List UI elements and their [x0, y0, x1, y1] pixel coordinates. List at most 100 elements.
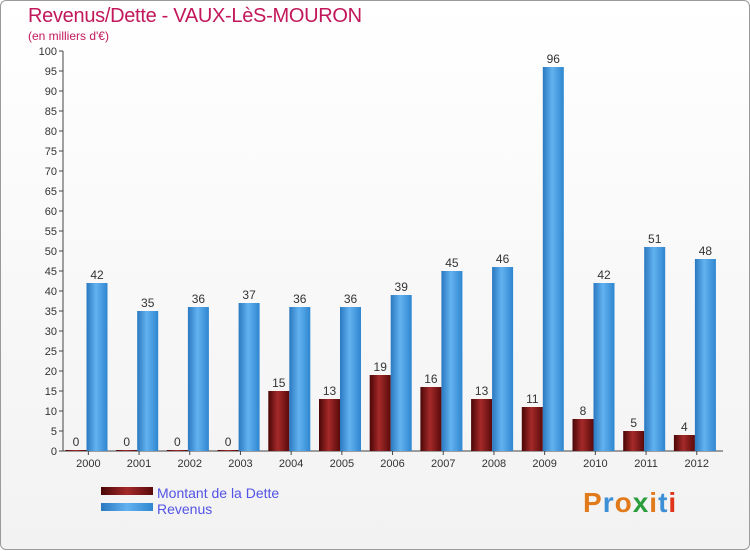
bars	[65, 67, 716, 451]
revenue-bar	[86, 283, 108, 451]
y-tick-label: 35	[45, 306, 57, 318]
debt-bar	[116, 450, 138, 451]
y-tick-label: 5	[51, 426, 57, 438]
debt-bar	[673, 435, 695, 451]
y-tick-label: 20	[45, 366, 57, 378]
debt-bar	[268, 391, 290, 451]
y-tick-label: 40	[45, 286, 57, 298]
y-tick-label: 70	[45, 166, 57, 178]
chart-title: Revenus/Dette - VAUX-LèS-MOURON	[28, 5, 362, 27]
y-tick-label: 30	[45, 326, 57, 338]
x-tick-label: 2009	[532, 458, 556, 470]
legend-swatch-revenue	[101, 503, 153, 511]
x-tick-label: 2010	[583, 458, 607, 470]
logo-letter: o	[614, 487, 633, 518]
y-tick-label: 15	[45, 386, 57, 398]
y-tick-label: 45	[45, 266, 57, 278]
x-tick-label: 2001	[127, 458, 151, 470]
logo-letter: i	[668, 487, 678, 518]
logo-letter: i	[649, 487, 659, 518]
y-tick-label: 65	[45, 186, 57, 198]
revenue-bar	[542, 67, 564, 451]
revenue-bar	[694, 259, 716, 451]
y-tick-label: 75	[45, 146, 57, 158]
revenue-bar	[340, 307, 361, 451]
revenue-value-label: 96	[547, 52, 561, 66]
logo-letter: r	[602, 487, 615, 518]
debt-value-label: 15	[272, 376, 286, 390]
debt-value-label: 19	[374, 360, 388, 374]
x-tick-label: 2008	[482, 458, 506, 470]
debt-bar	[623, 431, 645, 451]
debt-bar	[369, 375, 391, 451]
revenue-bar	[644, 247, 666, 451]
y-tick-label: 10	[45, 406, 57, 418]
y-tick-label: 90	[45, 86, 57, 98]
logo-letter: P	[583, 487, 603, 518]
x-tick-label: 2000	[76, 458, 100, 470]
debt-value-label: 5	[630, 416, 637, 430]
debt-value-label: 0	[73, 435, 80, 449]
debt-value-label: 8	[580, 404, 587, 418]
x-tick-label: 2003	[228, 458, 252, 470]
y-tick-label: 50	[45, 246, 57, 258]
x-tick-label: 2011	[634, 458, 658, 470]
y-tick-label: 100	[39, 46, 57, 58]
y-tick-label: 25	[45, 346, 57, 358]
revenue-value-label: 39	[395, 280, 409, 294]
legend-swatch-debt	[101, 487, 153, 495]
debt-value-label: 0	[225, 435, 232, 449]
debt-bar	[572, 419, 594, 451]
y-tick-label: 95	[45, 66, 57, 78]
x-tick-label: 2007	[431, 458, 455, 470]
debt-value-label: 11	[526, 392, 539, 406]
revenue-bar	[492, 267, 514, 451]
revenue-bar	[187, 307, 209, 451]
revenue-bar	[390, 295, 412, 451]
debt-bar	[420, 387, 442, 451]
debt-value-label: 13	[323, 384, 337, 398]
legend-label-debt: Montant de la Dette	[157, 485, 280, 501]
proxiti-logo: Proxiti	[583, 487, 677, 519]
y-tick-label: 85	[45, 106, 57, 118]
x-tick-label: 2006	[380, 458, 404, 470]
x-tick-label: 2004	[279, 458, 303, 470]
revenue-bar	[289, 307, 311, 451]
revenue-bar	[593, 283, 615, 451]
debt-bar	[471, 399, 493, 451]
debt-value-label: 13	[475, 384, 489, 398]
revenue-value-label: 37	[242, 288, 256, 302]
debt-bar	[521, 407, 543, 451]
debt-bar	[319, 399, 340, 451]
debt-bar	[217, 450, 239, 451]
revenue-value-label: 46	[496, 252, 510, 266]
revenue-value-label: 42	[597, 268, 611, 282]
legend-label-revenue: Revenus	[157, 501, 213, 517]
data-labels: 0 0 0 0 15 13 19 16 13 11 8 5 4 42 35 36 37 36 36 39 45 46 96 4…	[73, 52, 713, 449]
revenue-value-label: 36	[344, 292, 358, 306]
revenue-value-label: 36	[192, 292, 206, 306]
revenue-value-label: 35	[141, 296, 155, 310]
debt-bar	[65, 450, 87, 451]
y-tick-label: 55	[45, 226, 57, 238]
revenue-bar	[238, 303, 260, 451]
revenue-value-label: 45	[445, 256, 459, 270]
y-tick-label: 80	[45, 126, 57, 138]
revenue-value-label: 36	[293, 292, 307, 306]
debt-value-label: 16	[424, 372, 438, 386]
revenue-bar	[137, 311, 159, 451]
y-tick-label: 0	[51, 446, 57, 458]
x-tick-label: 2005	[330, 458, 354, 470]
debt-value-label: 0	[174, 435, 181, 449]
revenue-value-label: 51	[648, 232, 662, 246]
logo-letter: t	[658, 487, 669, 518]
chart-subtitle: (en milliers d'€)	[28, 29, 109, 43]
x-tick-label: 2012	[685, 458, 709, 470]
debt-value-label: 4	[681, 420, 688, 434]
x-tick-label: 2002	[178, 458, 202, 470]
revenue-value-label: 42	[90, 268, 104, 282]
revenue-value-label: 48	[699, 244, 713, 258]
logo-letter: x	[632, 487, 650, 518]
